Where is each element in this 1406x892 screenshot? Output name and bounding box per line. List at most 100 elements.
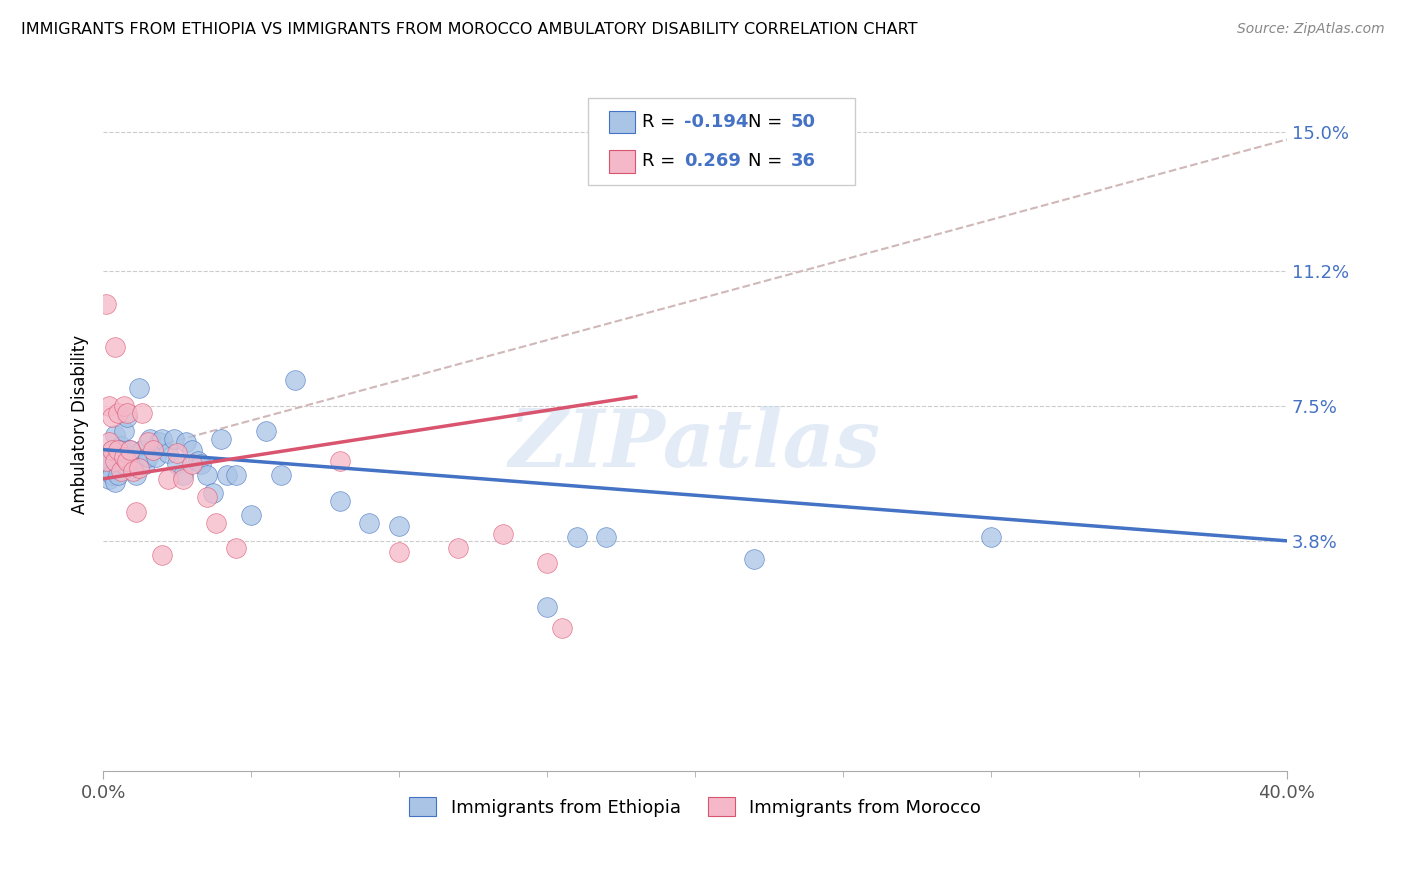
Point [134, 457, 156, 471]
FancyBboxPatch shape [589, 98, 855, 185]
Text: R =: R = [641, 112, 681, 130]
Point [551, 621, 574, 635]
Point [254, 425, 277, 439]
Point [98, 399, 121, 413]
Point [101, 442, 124, 457]
Point [388, 519, 411, 533]
Point [195, 468, 218, 483]
Point [491, 526, 513, 541]
Text: IMMIGRANTS FROM ETHIOPIA VS IMMIGRANTS FROM MOROCCO AMBULATORY DISABILITY CORREL: IMMIGRANTS FROM ETHIOPIA VS IMMIGRANTS F… [21, 22, 918, 37]
Point [139, 432, 162, 446]
Point [284, 373, 307, 387]
Text: -0.194: -0.194 [685, 112, 749, 130]
Point [131, 442, 153, 457]
Point [136, 450, 159, 464]
Point [125, 505, 148, 519]
Point [742, 552, 765, 566]
Point [98, 435, 121, 450]
Point [94, 453, 117, 467]
Point [94, 296, 117, 310]
Point [187, 453, 209, 467]
Point [110, 439, 132, 453]
Text: R =: R = [641, 153, 681, 170]
Point [110, 450, 132, 464]
Point [163, 432, 186, 446]
Point [565, 530, 588, 544]
Point [112, 457, 135, 471]
Point [388, 545, 411, 559]
Point [211, 432, 233, 446]
Text: N =: N = [748, 153, 789, 170]
Point [329, 453, 352, 467]
Point [172, 472, 194, 486]
Point [115, 406, 138, 420]
Point [204, 516, 226, 530]
Point [980, 530, 1002, 544]
Point [447, 541, 470, 555]
Point [104, 341, 127, 355]
Point [142, 442, 165, 457]
Point [595, 530, 617, 544]
Point [240, 508, 263, 523]
Point [190, 457, 212, 471]
Point [112, 399, 135, 413]
Point [121, 465, 143, 479]
Point [128, 381, 150, 395]
Point [166, 457, 188, 471]
FancyBboxPatch shape [609, 151, 634, 172]
Point [536, 556, 558, 570]
Point [101, 442, 124, 457]
Point [128, 460, 150, 475]
Point [145, 450, 167, 464]
Text: ZIPatlas: ZIPatlas [509, 406, 882, 483]
Point [121, 460, 143, 475]
Point [225, 468, 247, 483]
Point [217, 468, 239, 483]
Point [98, 472, 121, 486]
Y-axis label: Ambulatory Disability: Ambulatory Disability [72, 334, 89, 514]
Point [157, 446, 180, 460]
Text: N =: N = [748, 112, 789, 130]
Point [329, 493, 352, 508]
Point [107, 468, 129, 483]
Point [225, 541, 247, 555]
Point [180, 442, 202, 457]
Point [104, 428, 127, 442]
Point [104, 475, 127, 490]
Point [115, 409, 138, 424]
Point [101, 409, 124, 424]
Point [104, 453, 127, 467]
Point [107, 442, 129, 457]
Point [112, 425, 135, 439]
Point [136, 435, 159, 450]
Point [131, 406, 153, 420]
FancyBboxPatch shape [609, 111, 634, 133]
Point [536, 599, 558, 614]
Point [107, 406, 129, 420]
Point [150, 549, 173, 563]
Point [148, 435, 170, 450]
Text: Source: ZipAtlas.com: Source: ZipAtlas.com [1237, 22, 1385, 37]
Point [101, 468, 124, 483]
Text: 36: 36 [790, 153, 815, 170]
Point [180, 457, 202, 471]
Point [157, 472, 180, 486]
Point [110, 465, 132, 479]
Point [174, 435, 197, 450]
Text: 50: 50 [790, 112, 815, 130]
Text: 0.269: 0.269 [685, 153, 741, 170]
Legend: Immigrants from Ethiopia, Immigrants from Morocco: Immigrants from Ethiopia, Immigrants fro… [402, 790, 988, 824]
Point [112, 450, 135, 464]
Point [359, 516, 381, 530]
Point [270, 468, 292, 483]
Point [94, 460, 117, 475]
Point [98, 453, 121, 467]
Point [125, 468, 148, 483]
Point [150, 432, 173, 446]
Point [118, 442, 141, 457]
Point [172, 468, 194, 483]
Point [118, 442, 141, 457]
Point [107, 442, 129, 457]
Point [201, 486, 224, 500]
Point [195, 490, 218, 504]
